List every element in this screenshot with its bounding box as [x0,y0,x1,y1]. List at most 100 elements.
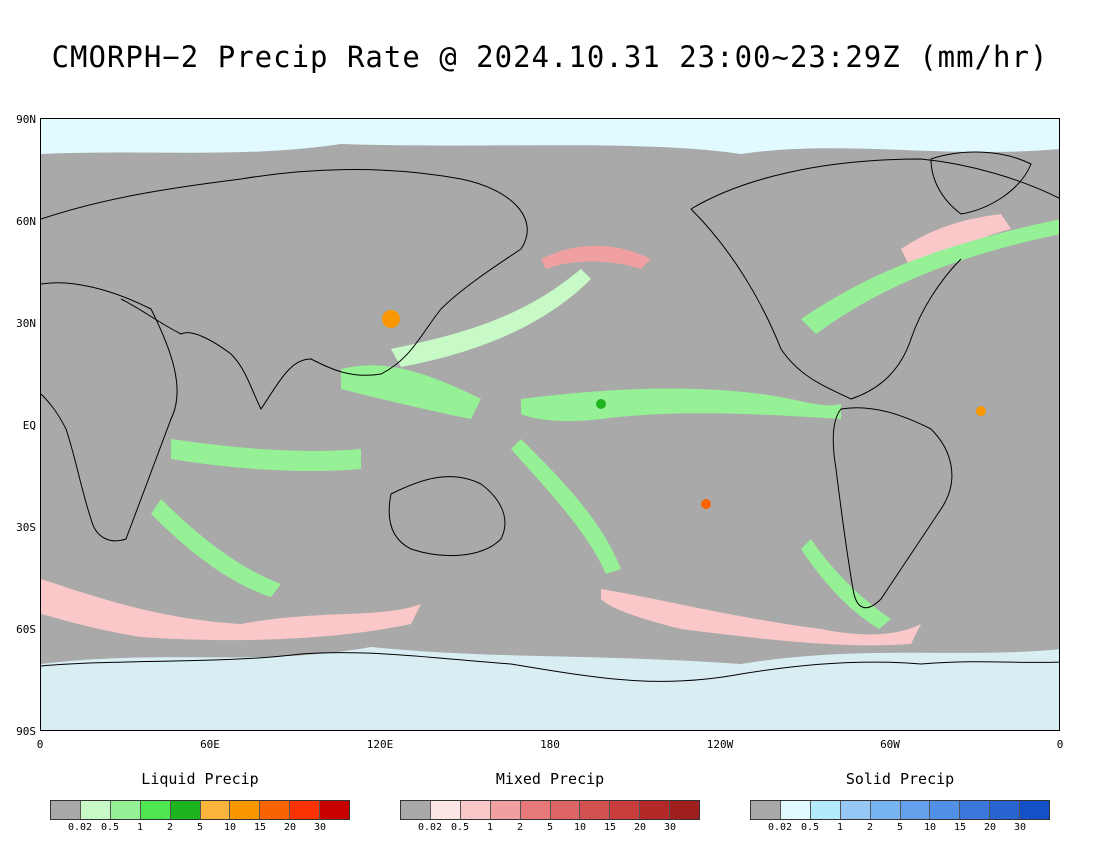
lat-label-30n: 30N [16,317,36,330]
precip-map-canvas [41,119,1059,730]
legend-swatch [110,801,141,819]
lat-label-30s: 30S [16,521,36,534]
lon-label-0-east: 0 [1056,738,1064,751]
lat-label-60n: 60N [16,215,36,228]
legend-tick-label: 15 [953,822,967,833]
pacific-itcz-core [596,399,606,409]
legend-mixed: Mixed Precip 0.02 0.5 1 2 5 10 15 20 30 [400,770,700,836]
atlantic-itcz-core [976,406,986,416]
lat-label-eq: EQ [22,419,36,432]
lat-label-90s: 90S [16,725,36,738]
south-pacific-core [701,499,711,509]
legend-tick-label: 5 [546,822,554,833]
lon-label-60w: 60W [880,738,900,751]
legend-tick-label: 20 [983,822,997,833]
north-america-coast [690,158,1059,400]
eurasia-coast [41,169,528,410]
legend-liquid: Liquid Precip 0.02 0.5 1 2 5 10 15 20 30 [50,770,350,836]
antarctica-coast [41,652,1059,682]
legend-swatch [780,801,811,819]
legend-tick-label: 0.02 [767,822,793,833]
australia-coast [388,476,506,557]
legend-tick-label: 10 [223,822,237,833]
legend-swatch [580,801,611,819]
legend-tick-label: 10 [923,822,937,833]
legend-swatch [260,801,291,819]
legend-swatch [751,801,781,819]
legend-tick-label: 0.02 [67,822,93,833]
legend-tick-label: 1 [836,822,844,833]
legend-tick-label: 0.5 [100,822,120,833]
legend-tick-label: 20 [633,822,647,833]
lon-label-180: 180 [540,738,560,751]
lat-label-60s: 60S [16,623,36,636]
legend-tick-label: 15 [603,822,617,833]
legend-swatch [640,801,671,819]
legend-solid: Solid Precip 0.02 0.5 1 2 5 10 15 20 30 [750,770,1050,836]
legend-tick-label: 2 [866,822,874,833]
lat-label-90n: 90N [16,113,36,126]
legend-liquid-title: Liquid Precip [141,770,259,788]
lon-label-120w: 120W [706,738,734,751]
legend-swatch [810,801,841,819]
legend-tick-label: 20 [283,822,297,833]
legend-swatch [140,801,171,819]
legend-swatch [430,801,461,819]
legend-swatch [930,801,961,819]
lon-label-0: 0 [36,738,44,751]
legend-swatch [80,801,111,819]
south-pacific-mixed-precip [601,589,921,646]
legend-mixed-ticks: 0.02 0.5 1 2 5 10 15 20 30 [400,822,700,836]
legend-swatch [670,801,700,819]
legend-swatch [610,801,641,819]
legend-solid-title: Solid Precip [845,770,955,788]
legend-tick-label: 30 [663,822,677,833]
legend-tick-label: 2 [516,822,524,833]
antarctic-solid-precip [41,647,1059,730]
legend-swatch [900,801,931,819]
legend-swatch [990,801,1021,819]
south-indian-front [151,499,281,597]
legend-swatch [870,801,901,819]
legend-swatch [520,801,551,819]
legend-swatch [320,801,350,819]
legend-swatch [290,801,321,819]
south-america-coast [832,407,953,609]
legend-solid-colorbar [750,800,1050,820]
coastlines [41,151,1059,682]
page-title: CMORPH−2 Precip Rate @ 2024.10.31 23:00~… [51,40,1049,74]
legend-swatch [200,801,231,819]
south-america-front [801,539,891,629]
southern-ocean-mixed-precip [41,579,421,641]
legend-liquid-ticks: 0.02 0.5 1 2 5 10 15 20 30 [50,822,350,836]
legend-tick-label: 1 [136,822,144,833]
legend-tick-label: 5 [196,822,204,833]
legend-tick-label: 2 [166,822,174,833]
legend-swatch [230,801,261,819]
legend-swatch [170,801,201,819]
legend-tick-label: 1 [486,822,494,833]
legend-swatch [490,801,521,819]
legend-tick-label: 30 [1013,822,1027,833]
legend-swatch [401,801,431,819]
legend-mixed-colorbar [400,800,700,820]
legend-swatch [960,801,991,819]
lon-label-120e: 120E [366,738,394,751]
pacific-storm-track [391,269,591,367]
legend-swatch [550,801,581,819]
legend-swatch [1020,801,1050,819]
maritime-continent-precip [341,365,481,419]
japan-heavy-core [382,310,400,328]
legend-swatch [51,801,81,819]
legend-tick-label: 0.02 [417,822,443,833]
precip-map [40,118,1060,731]
indian-ocean-precip [171,439,361,471]
greenland-coast [930,151,1032,215]
legend-tick-label: 0.5 [800,822,820,833]
spcz-front [511,439,621,574]
legend-swatch [840,801,871,819]
legend-tick-label: 30 [313,822,327,833]
arctic-solid-precip [41,119,1059,154]
itcz-pacific [521,388,841,422]
legend-swatch [460,801,491,819]
